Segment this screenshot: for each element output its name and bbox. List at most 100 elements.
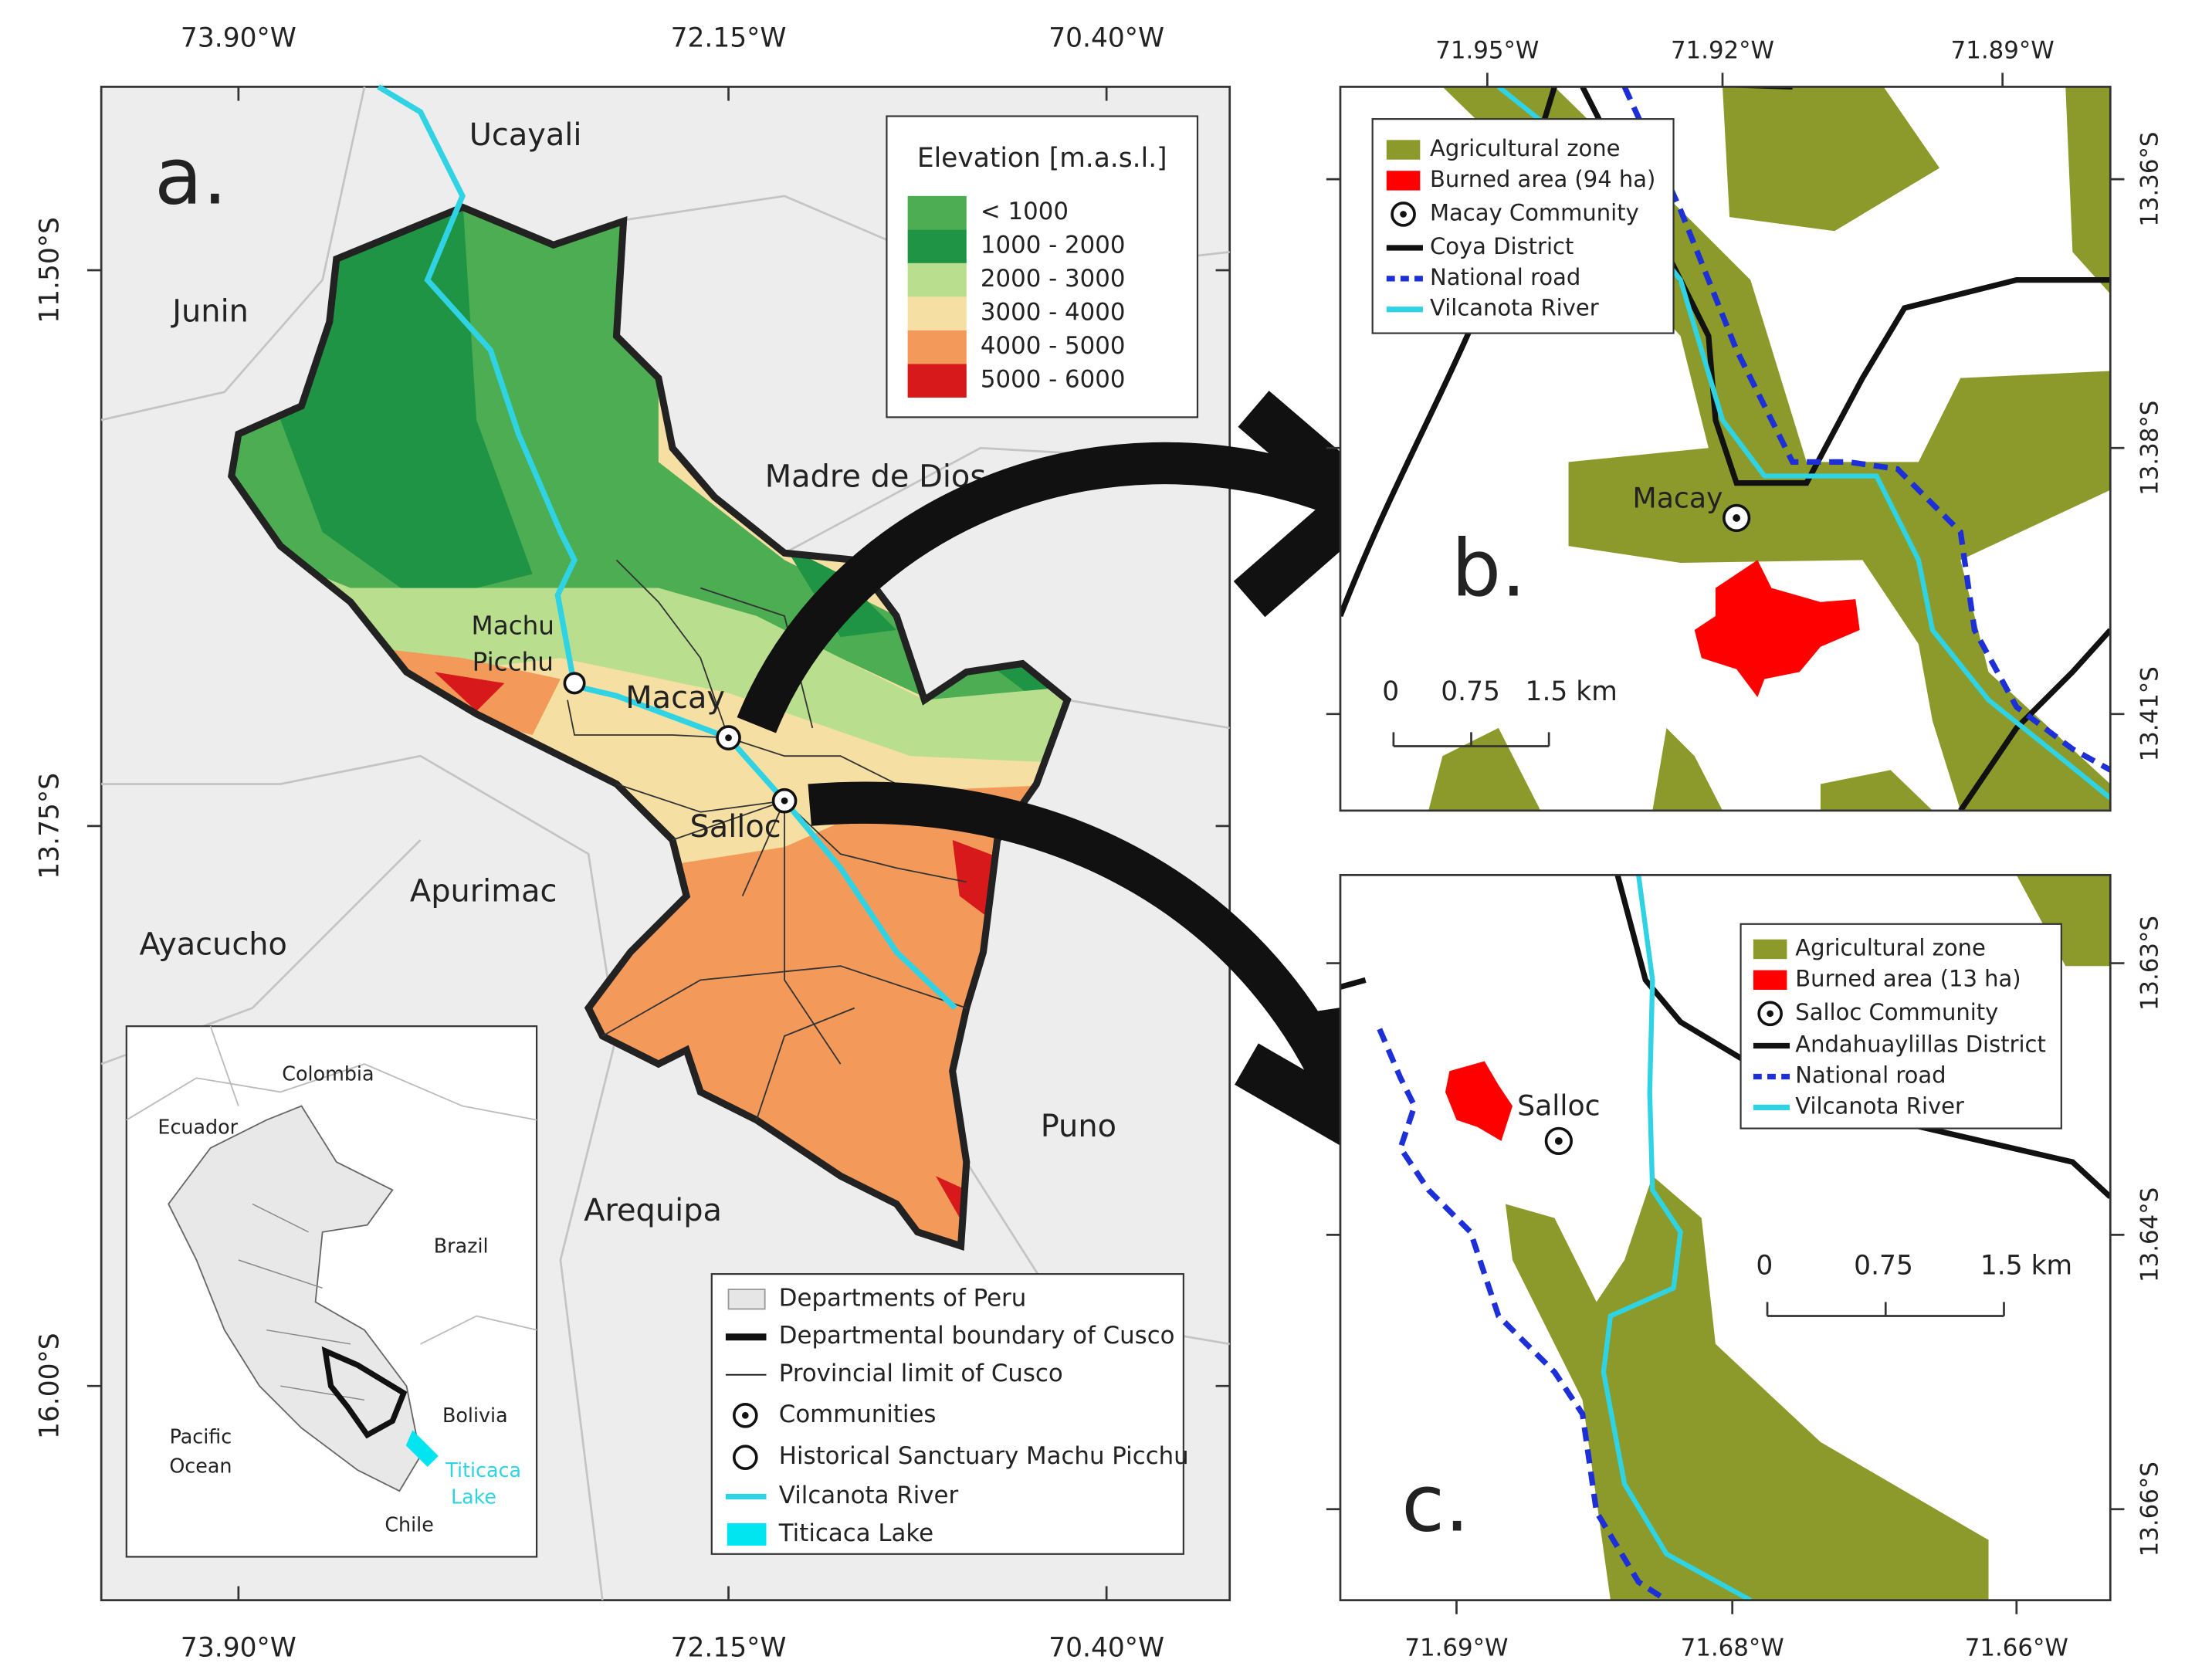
- label: c.: [1401, 1458, 1469, 1550]
- label: 70.40°W: [1048, 22, 1164, 53]
- community-dot: [1767, 1010, 1774, 1018]
- district-boundary: [1340, 977, 1367, 990]
- label: 0.75: [1441, 676, 1500, 707]
- label: 13.64°S: [2136, 1187, 2163, 1282]
- burned-area: [1445, 1061, 1513, 1141]
- legend-symbol: [1386, 171, 1421, 191]
- label: < 1000: [981, 198, 1069, 225]
- map-b-content: [1340, 86, 2111, 811]
- legend-box: [1740, 923, 2062, 1130]
- label: National road: [1795, 1062, 1946, 1088]
- label: 4000 - 5000: [981, 332, 1126, 360]
- legend-symbol: [1753, 939, 1787, 960]
- map-frame-border: [1339, 873, 2112, 1601]
- label: Ocean: [169, 1454, 232, 1477]
- label: 13.38°S: [2136, 401, 2163, 496]
- label: Salloc: [689, 809, 781, 845]
- map-c-content: [1340, 875, 2111, 1600]
- label: 72.15°W: [671, 22, 787, 53]
- label: Pacific: [170, 1424, 232, 1448]
- label: Agricultural zone: [1795, 934, 1986, 960]
- label: 0: [1382, 676, 1399, 707]
- inset-peru: [168, 1105, 422, 1492]
- inset-cusco: [321, 1346, 408, 1439]
- label: 70.40°W: [1048, 1633, 1164, 1664]
- community-dot: [781, 797, 788, 804]
- agricultural-zone: [2016, 875, 2111, 967]
- label: Apurimac: [410, 873, 557, 909]
- label: Historical Sanctuary Machu Picchu: [779, 1442, 1189, 1470]
- label: Macay: [1632, 481, 1723, 514]
- agricultural-zone: [1428, 727, 1541, 811]
- label: Andahuaylillas District: [1795, 1031, 2046, 1058]
- label: National road: [1430, 264, 1580, 290]
- label: 1.5 km: [1980, 1251, 2072, 1282]
- label: Machu: [472, 611, 554, 640]
- vilcanota-river: [377, 84, 957, 1011]
- label: Provincial limit of Cusco: [779, 1360, 1063, 1387]
- label: 73.90°W: [181, 22, 296, 53]
- provincial-limit: [672, 800, 967, 883]
- legend-swatch: [907, 364, 967, 398]
- department-boundary: [100, 86, 366, 422]
- label: a.: [154, 131, 227, 222]
- inset-country-line: [126, 1025, 537, 1345]
- inset-department: [238, 1203, 365, 1401]
- label: Madre de Dios: [765, 459, 986, 495]
- legend-box: [710, 1273, 1184, 1555]
- label: 71.95°W: [1435, 37, 1539, 65]
- elevation-zone: [231, 532, 1068, 764]
- legend-box: [1371, 118, 1675, 334]
- label: 13.63°S: [2136, 916, 2163, 1011]
- label: 16.00°S: [34, 1333, 65, 1439]
- department-boundary: [1067, 699, 1230, 730]
- label: 71.69°W: [1404, 1634, 1508, 1662]
- label: Vilcanota River: [1430, 295, 1599, 321]
- label: 13.75°S: [34, 773, 65, 879]
- provincial-limit: [741, 800, 842, 1065]
- label: Ecuador: [158, 1116, 238, 1139]
- community-dot: [1733, 514, 1741, 522]
- label: Picchu: [473, 648, 554, 677]
- label: Macay Community: [1430, 199, 1639, 225]
- label: Coya District: [1430, 233, 1574, 259]
- label: Salloc Community: [1795, 999, 1998, 1025]
- label: Titicaca Lake: [778, 1519, 933, 1547]
- label: Vilcanota River: [1795, 1092, 1964, 1119]
- label: Arequipa: [584, 1193, 722, 1228]
- label: Ucayali: [469, 117, 582, 153]
- label: Bolivia: [442, 1404, 508, 1427]
- label: 13.41°S: [2136, 666, 2163, 761]
- district-boundary: [1958, 628, 2111, 811]
- vilcanota-river: [1601, 875, 1752, 1600]
- community-dot: [725, 734, 732, 741]
- legend-swatch: [907, 229, 967, 263]
- label: Junin: [170, 294, 249, 330]
- label: Puno: [1041, 1109, 1116, 1144]
- agricultural-zone: [1820, 770, 1933, 811]
- label: 13.36°S: [2136, 132, 2163, 227]
- agricultural-zone: [1723, 86, 1940, 232]
- provincial-limit: [755, 1007, 855, 1120]
- agricultural-zone: [1442, 86, 2111, 811]
- legend-symbol: [1386, 140, 1421, 160]
- legend-symbol: [727, 1289, 766, 1310]
- label: 0: [1756, 1251, 1773, 1282]
- machu-picchu-marker: [563, 672, 586, 695]
- legend-swatch: [907, 296, 967, 330]
- legend-symbol: [1753, 970, 1787, 991]
- national-road: [1621, 86, 2111, 773]
- label: Elevation [m.a.s.l.]: [917, 143, 1167, 174]
- label: 5000 - 6000: [981, 366, 1126, 394]
- label: 71.66°W: [1965, 1634, 2068, 1662]
- label: 3000 - 4000: [981, 299, 1126, 327]
- label: Burned area (13 ha): [1795, 965, 2021, 991]
- label: b.: [1452, 523, 1526, 614]
- label: 71.68°W: [1681, 1634, 1784, 1662]
- label: Lake: [451, 1485, 496, 1508]
- provincial-limit: [601, 965, 967, 1037]
- legend-swatch: [907, 195, 967, 230]
- provincial-limit: [616, 783, 785, 813]
- label: Agricultural zone: [1430, 135, 1621, 161]
